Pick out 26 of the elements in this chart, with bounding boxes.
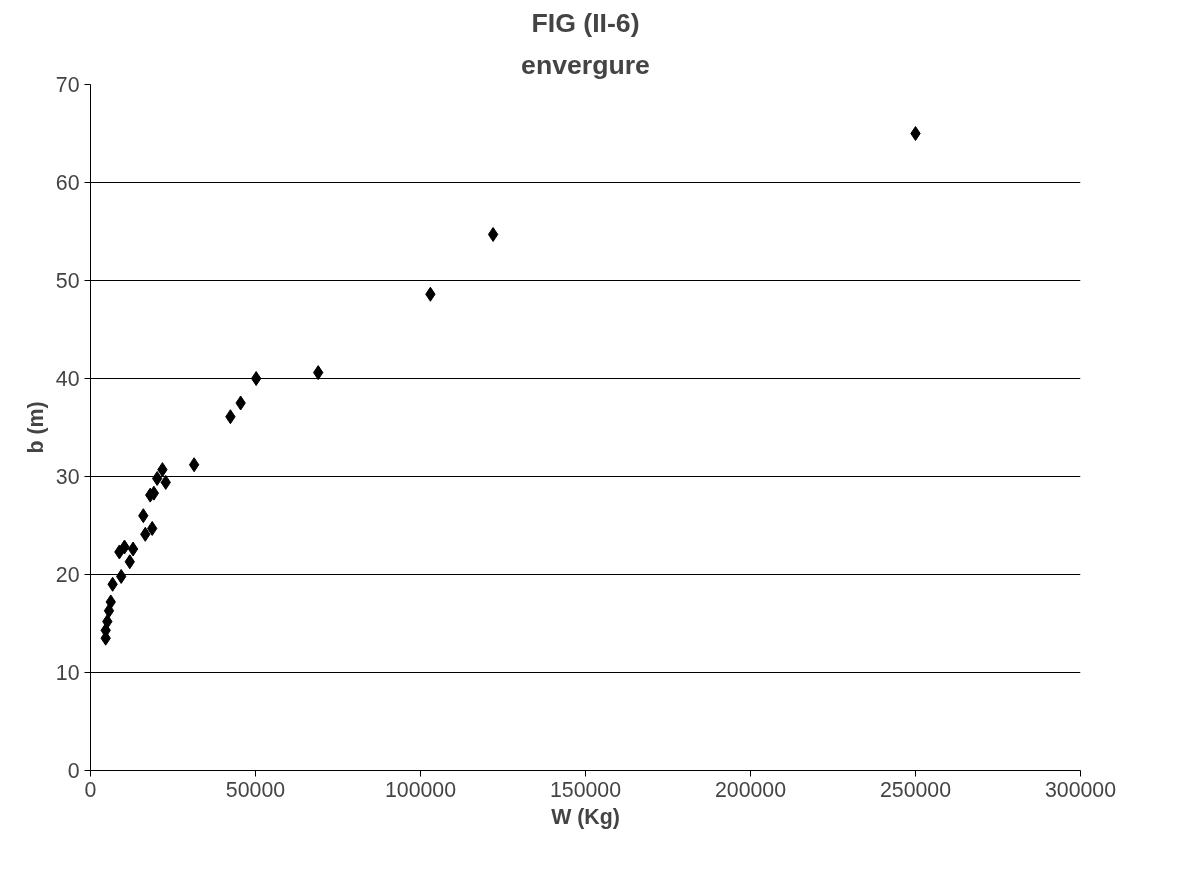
chart-subtitle: envergure [521, 49, 650, 80]
y-tick-label: 40 [55, 367, 80, 391]
y-tick-label: 30 [55, 465, 80, 489]
x-tick-label: 300000 [1044, 777, 1117, 802]
point [151, 470, 163, 486]
y-tick-label: 20 [55, 563, 80, 587]
point [188, 457, 200, 473]
point [250, 371, 262, 386]
x-axis-title: W (Kg) [551, 804, 620, 829]
y-axis-title: b (m) [23, 401, 48, 454]
x-tick-label: 200000 [714, 777, 787, 802]
x-tick-label: 0 [84, 777, 97, 802]
x-tick-label: 50000 [225, 777, 286, 802]
y-tick-label: 60 [55, 171, 80, 195]
y-tick-label: 10 [55, 661, 80, 685]
x-tick-label: 100000 [384, 777, 457, 802]
y-tick-label: 70 [55, 73, 80, 97]
point [910, 126, 921, 141]
chart-title: FIG (II-6) [531, 7, 640, 38]
y-tick-label: 0 [67, 759, 80, 783]
x-tick-label: 150000 [549, 777, 622, 802]
point [487, 226, 499, 242]
point [103, 603, 115, 619]
point [127, 541, 139, 557]
x-tick-label: 250000 [879, 777, 952, 802]
y-tick-label: 50 [55, 269, 80, 293]
